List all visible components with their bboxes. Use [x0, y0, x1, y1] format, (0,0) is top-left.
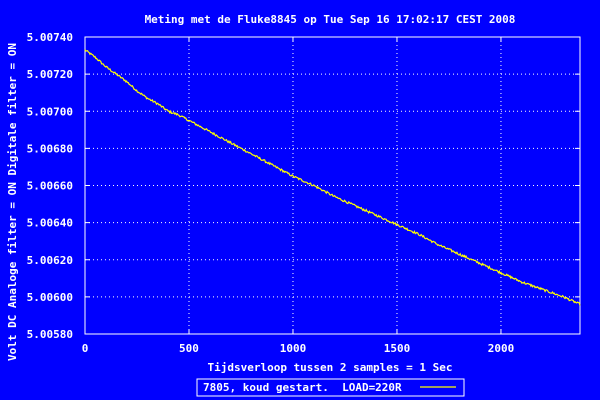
y-tick-label: 5.00700 — [27, 105, 73, 118]
grid — [85, 37, 580, 334]
series-line — [84, 49, 581, 306]
x-tick-label: 1500 — [384, 342, 411, 355]
y-tick-label: 5.00720 — [27, 68, 73, 81]
y-axis-label: Volt DC Analoge filter = ON Digitale fil… — [6, 43, 19, 361]
y-tick-label: 5.00660 — [27, 180, 73, 193]
legend-box — [196, 378, 465, 397]
y-axis: 5.00580 5.00600 5.00620 5.00640 5.00660 5.006… — [27, 31, 580, 341]
chart-title: Meting met de Fluke8845 op Tue Sep 16 17… — [145, 13, 516, 26]
x-axis-label: Tijdsverloop tussen 2 samples = 1 Sec — [207, 361, 452, 374]
y-tick-label: 5.00640 — [27, 217, 73, 230]
x-axis: 0 500 1000 1500 2000 — [82, 37, 515, 355]
x-tick-label: 1000 — [280, 342, 307, 355]
x-tick-label: 500 — [179, 342, 199, 355]
y-tick-label: 5.00740 — [27, 31, 73, 44]
y-tick-label: 5.00620 — [27, 254, 73, 267]
legend: 7805, koud gestart. LOAD=220R — [196, 378, 465, 397]
x-tick-label: 2000 — [488, 342, 515, 355]
y-tick-label: 5.00600 — [27, 291, 73, 304]
y-tick-label: 5.00580 — [27, 328, 73, 341]
legend-label: 7805, koud gestart. LOAD=220R — [203, 381, 402, 394]
y-tick-label: 5.00680 — [27, 142, 73, 155]
x-tick-label: 0 — [82, 342, 89, 355]
